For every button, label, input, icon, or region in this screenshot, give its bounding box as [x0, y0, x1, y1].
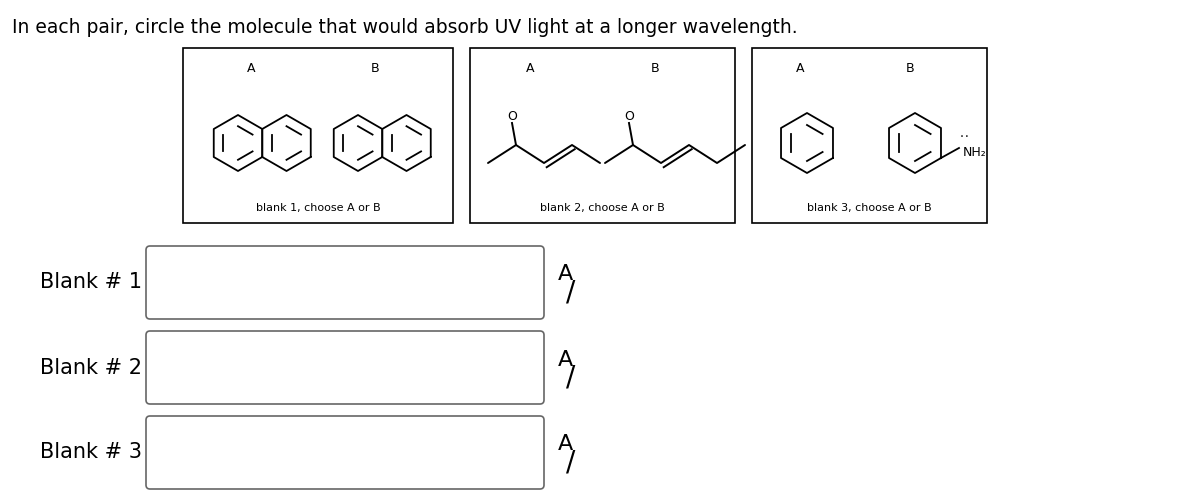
- Text: O: O: [624, 110, 634, 124]
- FancyBboxPatch shape: [752, 48, 986, 223]
- Text: Blank # 3: Blank # 3: [40, 443, 142, 462]
- Text: ··: ··: [959, 132, 971, 142]
- Text: A: A: [558, 265, 574, 284]
- FancyBboxPatch shape: [146, 246, 544, 319]
- FancyBboxPatch shape: [182, 48, 454, 223]
- Text: /: /: [566, 363, 575, 391]
- Text: A: A: [526, 62, 534, 75]
- Text: A: A: [558, 350, 574, 369]
- Text: A: A: [247, 62, 256, 75]
- Text: blank 3, choose A or B: blank 3, choose A or B: [808, 203, 932, 213]
- Text: Blank # 1: Blank # 1: [40, 273, 142, 292]
- FancyBboxPatch shape: [146, 416, 544, 489]
- Text: O: O: [508, 110, 517, 124]
- Text: /: /: [566, 449, 575, 477]
- FancyBboxPatch shape: [470, 48, 734, 223]
- FancyBboxPatch shape: [146, 331, 544, 404]
- Text: Blank # 2: Blank # 2: [40, 357, 142, 378]
- Text: NH₂: NH₂: [962, 146, 986, 159]
- Text: B: B: [906, 62, 914, 75]
- Text: A: A: [796, 62, 804, 75]
- Text: B: B: [371, 62, 379, 75]
- Text: blank 1, choose A or B: blank 1, choose A or B: [256, 203, 380, 213]
- Text: A: A: [558, 434, 574, 455]
- Text: /: /: [566, 279, 575, 307]
- Text: blank 2, choose A or B: blank 2, choose A or B: [540, 203, 665, 213]
- Text: In each pair, circle the molecule that would absorb UV light at a longer wavelen: In each pair, circle the molecule that w…: [12, 18, 798, 37]
- Text: B: B: [650, 62, 659, 75]
